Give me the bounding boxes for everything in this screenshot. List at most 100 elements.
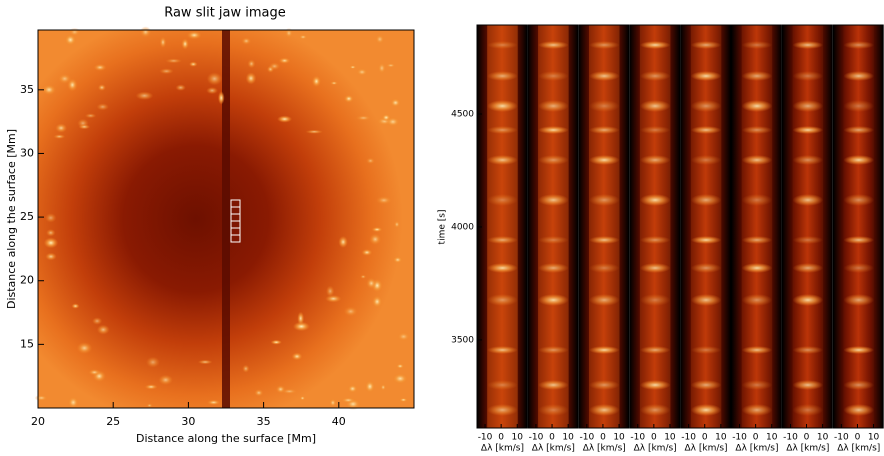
emission-band: [640, 346, 671, 354]
granule: [392, 373, 408, 384]
spectral-panel: -10010Δλ [km/s]: [630, 25, 680, 452]
granule: [45, 213, 56, 222]
emission-band: [691, 100, 722, 112]
emission-band: [589, 294, 620, 306]
emission-band: [691, 294, 722, 306]
granule: [53, 134, 65, 139]
granule: [218, 91, 225, 104]
emission-band: [843, 155, 874, 165]
granule: [312, 75, 321, 87]
emission-band: [640, 100, 671, 112]
granule: [376, 196, 392, 204]
panel-tint: [742, 25, 773, 428]
x-tick-label: 40: [332, 415, 346, 428]
granule: [85, 113, 96, 118]
granule: [69, 28, 81, 37]
granule: [375, 34, 385, 44]
emission-band: [793, 346, 824, 354]
granule: [88, 369, 100, 375]
granule: [165, 58, 182, 63]
emission-band: [691, 404, 722, 416]
emission-band: [487, 155, 518, 165]
x-tick-label: 25: [106, 415, 120, 428]
granule: [369, 233, 381, 245]
granule: [347, 384, 358, 393]
emission-band: [538, 236, 569, 244]
granule: [297, 312, 304, 326]
granule: [390, 98, 401, 108]
emission-band: [843, 194, 874, 206]
granule: [397, 332, 410, 341]
granule: [325, 295, 341, 303]
emission-band: [640, 41, 671, 49]
granule: [158, 375, 173, 385]
emission-band: [640, 194, 671, 206]
x-axis-label: Δλ [km/s]: [786, 444, 829, 453]
granule: [271, 340, 282, 345]
granule: [181, 38, 189, 49]
emission-band: [793, 100, 824, 112]
emission-band: [589, 404, 620, 416]
granule: [145, 384, 158, 389]
emission-band: [487, 41, 518, 49]
emission-band: [793, 236, 824, 244]
emission-band: [742, 100, 773, 112]
spectral-panel: -10010Δλ [km/s]: [579, 25, 629, 452]
granule: [35, 395, 48, 401]
emission-band: [742, 294, 773, 306]
emission-band: [589, 71, 620, 81]
granule: [206, 87, 218, 94]
granule: [277, 116, 292, 123]
granule: [361, 249, 372, 256]
granule: [338, 236, 348, 248]
x-tick-label: 0: [702, 433, 708, 443]
emission-band: [691, 41, 722, 49]
x-axis-label: Δλ [km/s]: [837, 444, 880, 453]
emission-band: [538, 263, 569, 273]
y-tick-label: 3500: [451, 335, 474, 345]
x-tick-label: 10: [512, 433, 524, 443]
emission-band: [589, 126, 620, 134]
emission-band: [843, 71, 874, 81]
granule: [44, 237, 58, 248]
granule: [386, 63, 396, 68]
granule: [380, 384, 386, 391]
granule: [189, 62, 198, 67]
y-tick-label: 4000: [451, 222, 474, 232]
granule: [393, 256, 403, 263]
granule: [242, 365, 249, 373]
x-axis-label: Δλ [km/s]: [532, 444, 575, 453]
granule: [198, 360, 213, 365]
emission-band: [742, 71, 773, 81]
slit-jaw-image: [35, 26, 414, 409]
emission-band: [793, 263, 824, 273]
emission-band: [589, 380, 620, 390]
emission-band: [589, 100, 620, 112]
emission-band: [742, 194, 773, 206]
emission-band: [487, 71, 518, 81]
panel-tint: [793, 25, 824, 428]
granule: [160, 37, 167, 48]
granule: [378, 62, 387, 74]
x-tick-label: -10: [630, 433, 645, 443]
emission-band: [793, 126, 824, 134]
x-tick-label: -10: [783, 433, 798, 443]
emission-band: [793, 380, 824, 390]
panel-tint: [691, 25, 722, 428]
x-tick-label: -10: [732, 433, 747, 443]
panel-tint: [487, 25, 518, 428]
emission-band: [640, 155, 671, 165]
granule: [372, 227, 383, 232]
granule: [97, 325, 110, 335]
emission-band: [538, 346, 569, 354]
emission-band: [742, 346, 773, 354]
y-tick-label: 35: [20, 83, 34, 96]
granule: [281, 389, 297, 395]
emission-band: [487, 404, 518, 416]
x-tick-label: -10: [681, 433, 696, 443]
spectral-panel: -10010Δλ [km/s]: [782, 25, 832, 452]
granule: [46, 229, 55, 236]
